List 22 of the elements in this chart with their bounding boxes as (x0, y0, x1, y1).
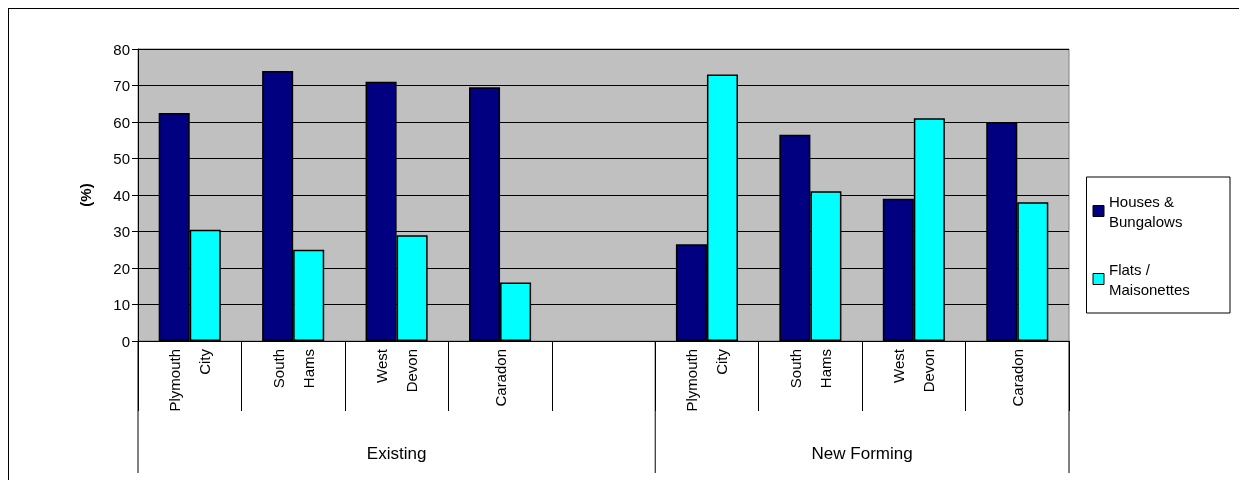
y-tick-label: 10 (113, 296, 130, 313)
x-tick-label: Plymouth City (166, 348, 214, 412)
x-tick-label: Caradon (1008, 349, 1026, 407)
y-axis-title: (%) (77, 183, 94, 207)
y-tick-label: 20 (113, 259, 130, 277)
legend-label: Houses & Bungalows (1109, 192, 1183, 230)
y-tick-label: 0 (121, 332, 130, 350)
x-tick-label: South Hams (269, 349, 317, 389)
x-tick-label: South Hams (786, 349, 834, 389)
x-tick-label: Plymouth City (683, 348, 731, 412)
y-tick-label: 50 (113, 150, 130, 167)
y-tick-label: 40 (113, 186, 130, 204)
x-tick-label: Caradon (491, 349, 509, 407)
y-tick-label: 60 (113, 113, 130, 131)
text: New Forming (811, 443, 913, 463)
y-tick-label: 80 (113, 40, 130, 58)
y-tick-label: 30 (113, 223, 130, 240)
x-tick-label: West Devon (890, 348, 938, 393)
y-tick-label: 70 (113, 77, 130, 94)
x-tick-label: West Devon (373, 348, 421, 393)
legend-label: Flats / Maisonettes (1109, 260, 1190, 298)
text: Existing (366, 443, 427, 463)
